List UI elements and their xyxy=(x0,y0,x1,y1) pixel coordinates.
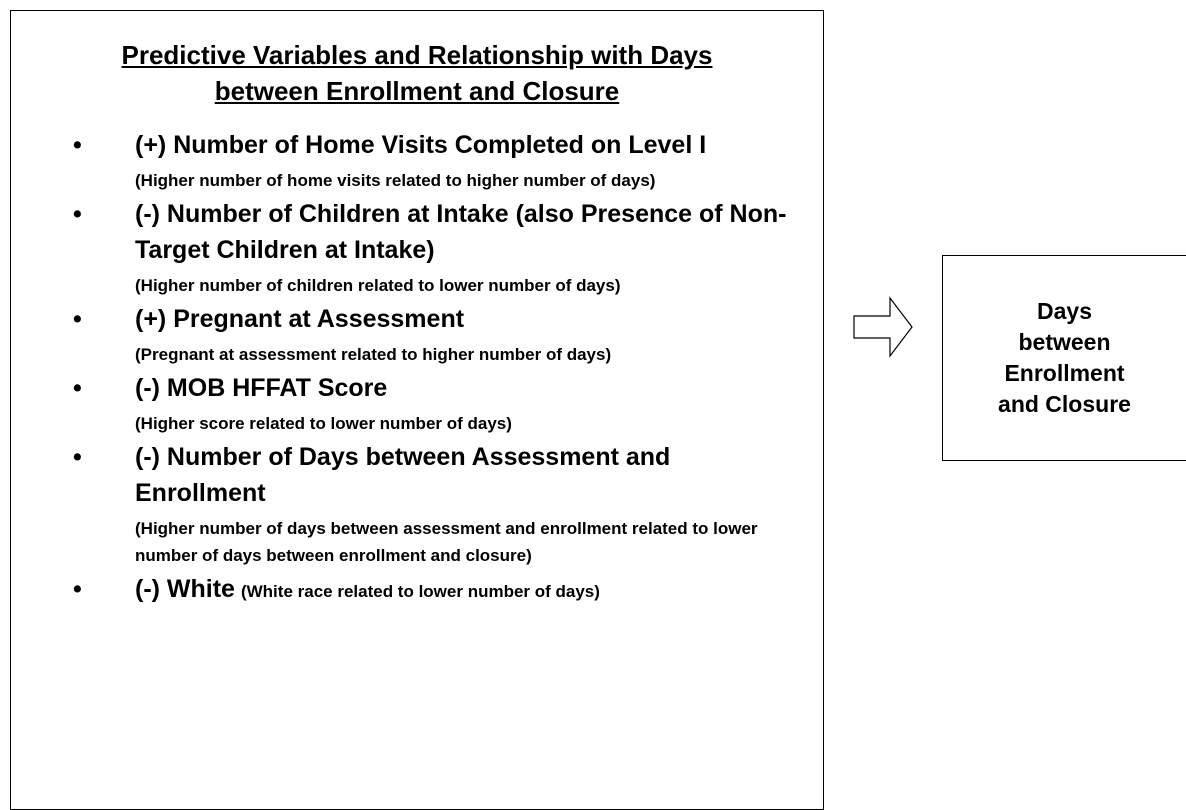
bullet: • xyxy=(73,200,82,228)
outcome-box: Days between Enrollment and Closure xyxy=(942,255,1186,461)
predictors-box: Predictive Variables and Relationship wi… xyxy=(10,10,824,810)
title: Predictive Variables and Relationship wi… xyxy=(121,40,713,106)
predictor-item: • (-) MOB HFFAT Score (Higher score relate… xyxy=(11,370,823,437)
predictor-note: (White race related to lower number of d… xyxy=(240,582,600,601)
predictor-label: (+) Number of Home Visits Completed on L… xyxy=(135,131,707,159)
predictor-item: • (-) White (White race related to lower n… xyxy=(11,571,823,607)
predictor-note: (Higher number of days between assessmen… xyxy=(135,519,758,565)
outcome: Days between Enrollment and Closure xyxy=(998,298,1131,417)
predictor-label: (-) White xyxy=(135,575,235,603)
bullet: • xyxy=(73,374,82,402)
bullet: • xyxy=(73,443,82,471)
predictor-label: (-) Number of Children at Intake (also P… xyxy=(135,200,787,264)
bullet: • xyxy=(73,131,82,159)
predictor-list: • (+) Number of Home Visits Completed on … xyxy=(11,127,823,607)
bullet: • xyxy=(73,575,82,603)
predictor-item: • (+) Pregnant at Assessment (Pregnant at … xyxy=(11,301,823,368)
predictor-label: (-) Number of Days between Assessment an… xyxy=(135,443,671,507)
predictor-label: (-) MOB HFFAT Score xyxy=(135,374,388,402)
predictor-note: (Higher number of children related to lo… xyxy=(135,276,621,295)
bullet: • xyxy=(73,305,82,333)
predictor-label: (+) Pregnant at Assessment xyxy=(135,305,465,333)
predictor-item: • (-) Number of Days between Assessment a… xyxy=(11,439,823,569)
arrow xyxy=(853,296,913,358)
predictor-note: (Pregnant at assessment related to highe… xyxy=(135,345,612,364)
predictor-item: • (+) Number of Home Visits Completed on … xyxy=(11,127,823,194)
predictor-item: • (-) Number of Children at Intake (also … xyxy=(11,196,823,299)
arrow-shape xyxy=(853,296,913,358)
predictor-note: (Higher score related to lower number of… xyxy=(135,414,512,433)
predictor-note: (Higher number of home visits related to… xyxy=(135,171,656,190)
page: Predictive Variables and Relationship wi… xyxy=(10,10,1186,810)
